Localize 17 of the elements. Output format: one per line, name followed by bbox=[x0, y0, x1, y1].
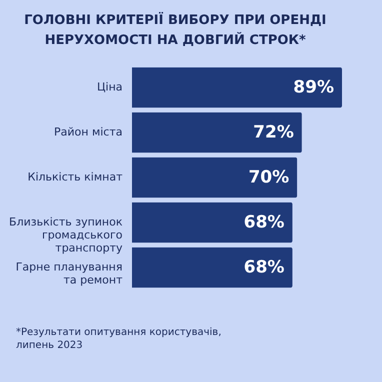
y-tick-label: Ціна bbox=[96, 80, 122, 94]
data-label: 68% bbox=[244, 212, 284, 232]
chart-title: ГОЛОВНІ КРИТЕРІЇ ВИБОРУ ПРИ ОРЕНДІ НЕРУХОМОСТІ НА ДОВГИЙ СТРОК* bbox=[24, 11, 326, 48]
bar bbox=[132, 157, 298, 198]
y-tick-label: Район міста bbox=[54, 126, 122, 138]
data-label: 72% bbox=[253, 122, 294, 142]
bar bbox=[132, 202, 292, 243]
data-label: 70% bbox=[248, 168, 290, 188]
bar bbox=[132, 247, 292, 288]
bar bbox=[132, 112, 302, 153]
data-label: 68% bbox=[244, 258, 284, 278]
data-label: 89% bbox=[293, 78, 334, 98]
y-tick-label: Гарне планування та ремонт bbox=[16, 260, 124, 286]
y-tick-label: Кількість кімнат bbox=[28, 170, 124, 184]
bar bbox=[132, 67, 342, 108]
y-tick-label: Близькість зупинок громадського транспорту bbox=[9, 216, 123, 254]
text: *Результати опитування користувачів, липень 2023 bbox=[16, 326, 222, 352]
